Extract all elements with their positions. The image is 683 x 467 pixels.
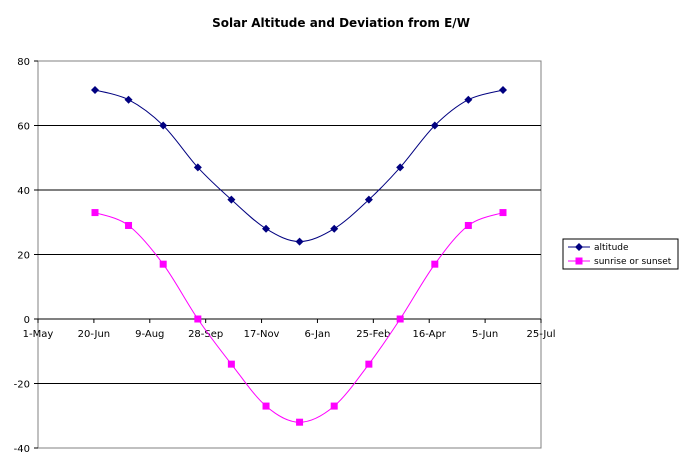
y-tick-label: -40 <box>14 444 30 455</box>
y-tick-label: 60 <box>17 122 30 133</box>
data-point <box>365 360 373 368</box>
x-axis: 1-May 20-Jun 9-Aug 28-Sep 17-Nov 6-Jan 25-Feb 1… <box>23 318 556 340</box>
legend-marker <box>575 257 583 265</box>
series-1 <box>91 86 507 246</box>
data-point <box>91 209 99 217</box>
y-tick-label: 80 <box>17 57 30 68</box>
legend-label: sunrise or sunset <box>594 257 672 267</box>
data-point <box>464 221 472 229</box>
data-point <box>295 237 304 246</box>
legend-entry: altitude <box>568 243 629 253</box>
x-tick-label: 20-Jun <box>78 329 111 340</box>
data-point <box>227 360 235 368</box>
y-tick-label: 40 <box>17 186 30 197</box>
x-tick-label: 25-Feb <box>356 329 390 340</box>
data-point <box>396 163 405 172</box>
data-point <box>431 260 439 268</box>
data-point <box>396 315 404 323</box>
legend-entry: sunrise or sunset <box>568 257 672 267</box>
y-tick-label: 0 <box>24 315 30 326</box>
chart-title: Solar Altitude and Deviation from E/W <box>212 16 470 30</box>
data-point <box>194 315 202 323</box>
x-tick-label: 9-Aug <box>135 329 164 340</box>
data-point <box>159 121 168 130</box>
data-point <box>330 224 339 233</box>
data-point <box>262 402 270 410</box>
series-group <box>91 86 507 426</box>
data-point <box>330 402 338 410</box>
series-2 <box>91 209 507 426</box>
y-tick-label: -20 <box>14 380 30 391</box>
data-point <box>124 95 133 104</box>
x-tick-label: 16-Apr <box>413 329 447 340</box>
data-point <box>430 121 439 130</box>
legend: altitude sunrise or sunset <box>562 238 679 270</box>
x-tick-label: 25-Jul <box>527 329 556 340</box>
data-point <box>125 221 133 229</box>
x-tick-label: 28-Sep <box>188 329 223 340</box>
data-point <box>464 95 473 104</box>
data-point <box>227 195 236 204</box>
legend-label: altitude <box>594 243 629 253</box>
x-tick-label: 1-May <box>23 329 54 340</box>
x-tick-label: 6-Jan <box>304 329 330 340</box>
legend-marker <box>575 243 583 251</box>
data-point <box>193 163 202 172</box>
y-axis: -40 -20 0 20 40 60 80 <box>14 57 38 455</box>
data-point <box>262 224 271 233</box>
data-point <box>364 195 373 204</box>
data-point <box>159 260 167 268</box>
data-point <box>498 86 507 95</box>
x-tick-label: 17-Nov <box>244 329 280 340</box>
data-point <box>296 418 304 426</box>
data-point <box>499 209 507 217</box>
x-tick-label: 5-Jun <box>472 329 498 340</box>
data-point <box>91 86 100 95</box>
y-tick-label: 20 <box>17 251 30 262</box>
